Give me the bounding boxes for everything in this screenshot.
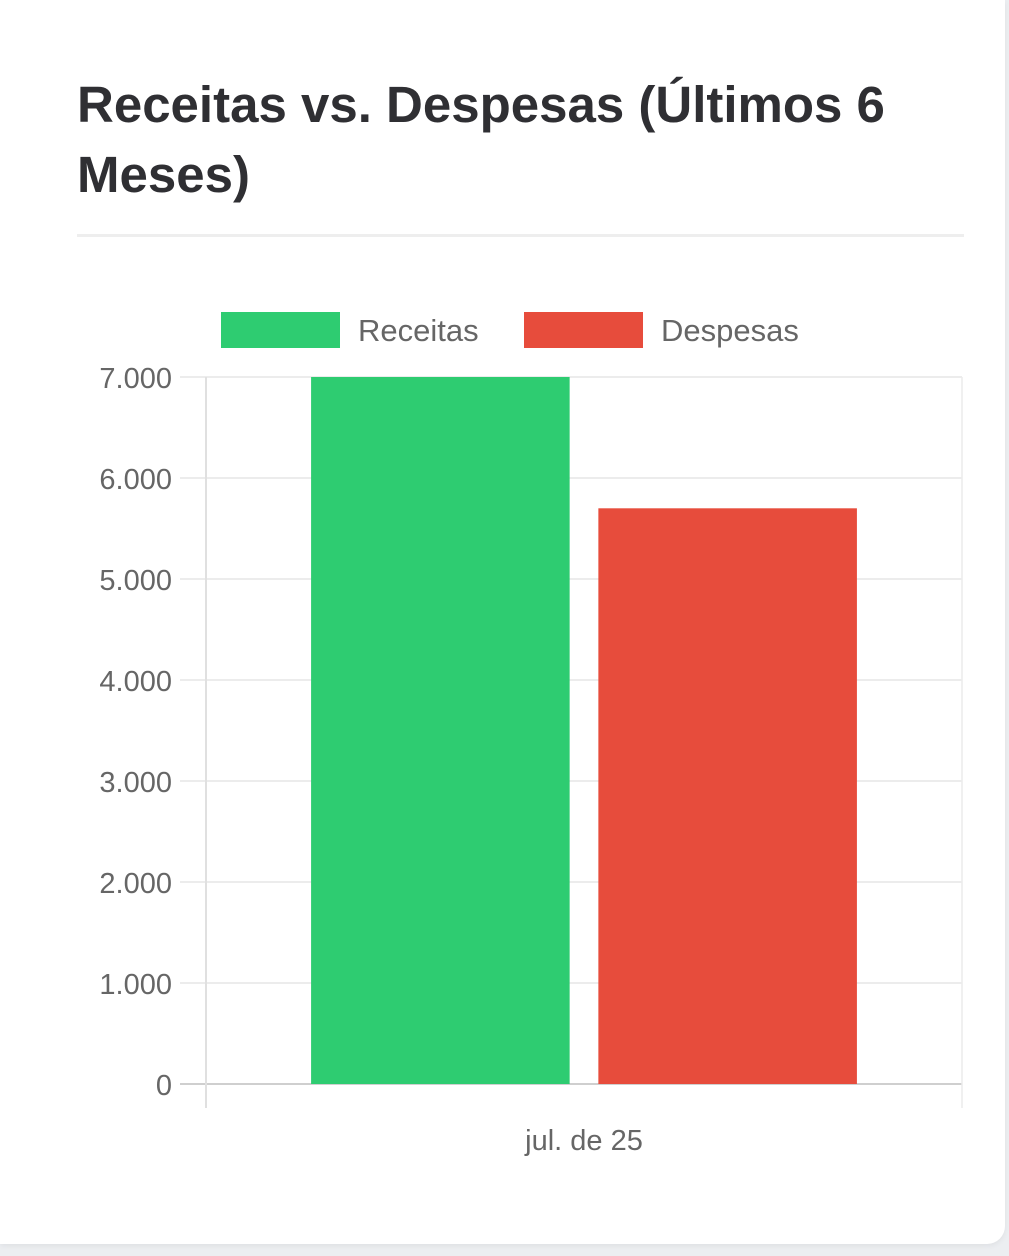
y-tick-labels: 0 1.000 2.000 3.000 4.000 5.000 6.000 7.000 [99,363,172,1102]
legend-item-receitas[interactable]: Receitas [221,312,479,348]
axes [205,377,963,1108]
y-tick-label: 3.000 [99,767,172,799]
bar-receitas[interactable] [311,377,570,1084]
x-tick-label: jul. de 25 [524,1125,643,1157]
legend: Receitas Despesas [221,312,799,348]
y-tick-label: 5.000 [99,565,172,597]
y-tick-label: 0 [156,1070,172,1102]
legend-swatch [524,312,643,348]
y-tick-label: 7.000 [99,363,172,395]
title-divider [77,234,964,237]
x-tick-labels: jul. de 25 [524,1125,643,1157]
legend-item-despesas[interactable]: Despesas [524,312,799,348]
legend-label: Receitas [358,313,479,348]
bars [311,377,857,1084]
card-title: Receitas vs. Despesas (Últimos 6 Meses) [77,76,885,203]
y-tick-label: 4.000 [99,666,172,698]
legend-label: Despesas [661,313,799,348]
legend-swatch [221,312,340,348]
y-tick-label: 1.000 [99,969,172,1001]
y-tick-label: 6.000 [99,464,172,496]
y-tick-label: 2.000 [99,868,172,900]
bar-despesas[interactable] [598,508,857,1084]
